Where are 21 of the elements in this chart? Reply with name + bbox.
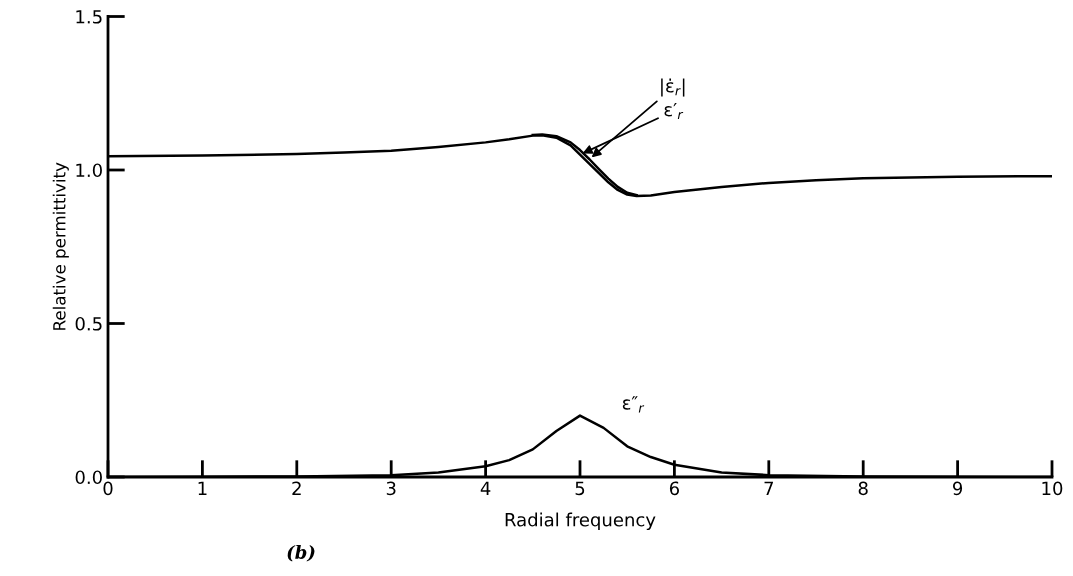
- y-tick-label: 0.0: [75, 470, 102, 485]
- y-tick-label: 1.0: [76, 163, 102, 178]
- x-tick-label: 0: [103, 481, 113, 496]
- x-tick-label: 8: [858, 481, 868, 496]
- x-tick-label: 6: [669, 481, 680, 496]
- x-tick-label: 1: [198, 481, 207, 495]
- text: (b): [287, 545, 315, 562]
- y-axis-title: Relative permittivity: [52, 162, 69, 330]
- x-tick-label: 3: [386, 481, 396, 496]
- y-tick-label: 0.5: [75, 316, 102, 331]
- y-tick-label: 1.5: [76, 10, 102, 24]
- x-tick-label: 7: [764, 481, 773, 495]
- x-tick-label: 5: [575, 481, 585, 496]
- x-tick-label: 10: [1042, 481, 1063, 496]
- x-tick-label: 4: [480, 481, 491, 495]
- x-axis-title: Radial frequency: [505, 512, 656, 530]
- x-tick-label: 9: [952, 481, 963, 496]
- x-tick-label: 2: [292, 481, 301, 495]
- text: |ε̇$_{r}$|: [661, 78, 685, 97]
- series-label: ε″$_{r}$: [622, 396, 645, 413]
- text: ε′$_{r}$: [664, 102, 684, 120]
